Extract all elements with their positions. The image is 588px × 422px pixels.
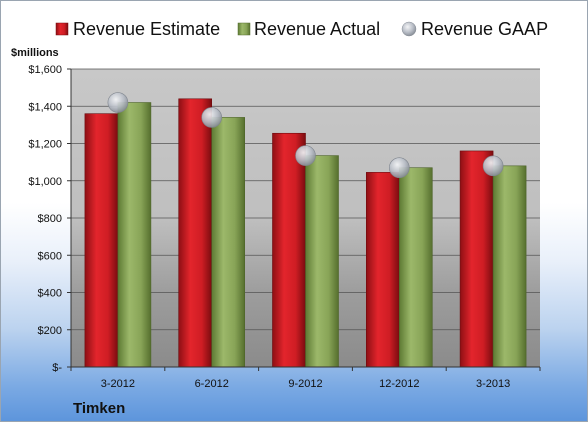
legend: Revenue Estimate Revenue Actual Revenue … (55, 19, 548, 39)
y-tick-label: $1,200 (28, 139, 62, 151)
bar-revenue-actual (398, 167, 433, 368)
legend-item-revenue-gaap: Revenue GAAP (401, 19, 548, 39)
x-tick-label: 6-2012 (195, 378, 229, 390)
x-axis-ticks: 3-2012 6-2012 9-2012 12-2012 3-2013 (70, 367, 541, 390)
bar-revenue-estimate (272, 132, 306, 368)
bar-revenue-estimate (459, 150, 494, 368)
y-tick-label: $200 (38, 325, 62, 337)
bar-revenue-estimate (178, 98, 212, 368)
legend-label-revenue-estimate: Revenue Estimate (73, 19, 220, 39)
bar-revenue-actual (492, 165, 527, 368)
bar-revenue-estimate (365, 172, 400, 368)
y-tick-label: $600 (38, 250, 62, 262)
x-tick-label: 3-2012 (101, 378, 135, 390)
unit-label: $millions (11, 47, 59, 59)
y-tick-label: $800 (38, 213, 62, 225)
gaap-marker (201, 107, 222, 128)
x-tick-label: 12-2012 (379, 378, 419, 390)
y-tick-label: $1,600 (28, 64, 62, 76)
y-tick-label: $1,000 (28, 176, 62, 188)
gaap-marker (388, 157, 410, 179)
bar-revenue-estimate (84, 113, 119, 368)
bar-revenue-actual (305, 155, 339, 368)
y-tick-label: $- (52, 362, 62, 374)
legend-label-revenue-actual: Revenue Actual (254, 19, 380, 39)
y-axis-ticks: $- $200 $400 $600 $800 $1,000 $1,200 $1,400 $1,6… (28, 64, 71, 374)
x-tick-label: 3-2013 (476, 378, 510, 390)
gaap-marker (482, 155, 504, 177)
legend-marker-revenue-gaap (401, 21, 417, 37)
gaap-marker (107, 92, 129, 113)
legend-swatch-revenue-estimate (55, 22, 69, 36)
gaap-markers (107, 92, 504, 179)
company-label: Timken (73, 400, 125, 417)
legend-item-revenue-estimate: Revenue Estimate (55, 19, 220, 39)
bar-revenue-actual (211, 117, 245, 368)
bar-revenue-actual (117, 102, 152, 368)
legend-swatch-revenue-actual (237, 22, 251, 36)
y-tick-label: $400 (38, 288, 62, 300)
legend-label-revenue-gaap: Revenue GAAP (421, 19, 548, 39)
y-tick-label: $1,400 (28, 101, 62, 113)
bars (84, 98, 527, 368)
legend-item-revenue-actual: Revenue Actual (237, 19, 380, 39)
gaap-marker (295, 145, 316, 166)
x-tick-label: 9-2012 (288, 378, 322, 390)
